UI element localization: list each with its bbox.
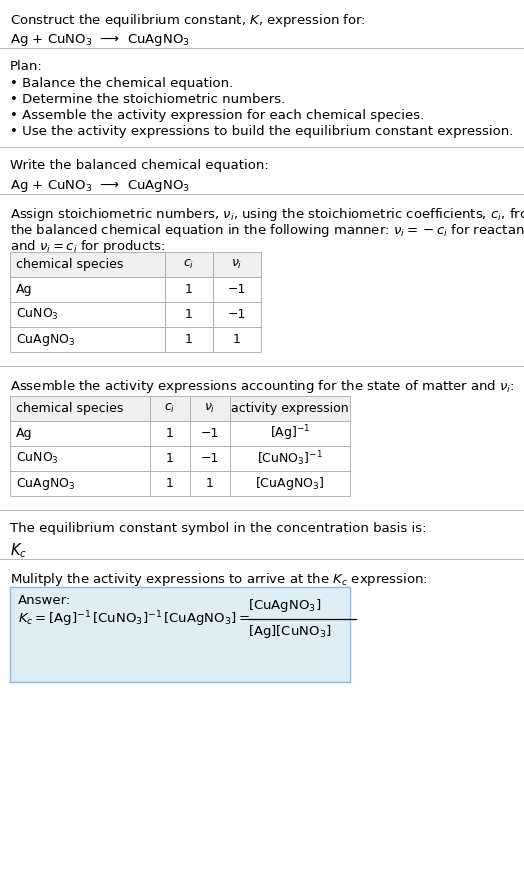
Bar — [165, 327, 213, 352]
Bar — [190, 471, 230, 496]
Text: $c_i$: $c_i$ — [165, 402, 176, 415]
Bar — [230, 446, 350, 471]
Text: CuNO$_3$: CuNO$_3$ — [16, 451, 59, 466]
Text: • Determine the stoichiometric numbers.: • Determine the stoichiometric numbers. — [10, 93, 285, 106]
Bar — [213, 302, 261, 327]
Text: Assign stoichiometric numbers, $\nu_i$, using the stoichiometric coefficients, $: Assign stoichiometric numbers, $\nu_i$, … — [10, 206, 524, 223]
Bar — [230, 421, 350, 446]
Text: $\nu_i$: $\nu_i$ — [204, 402, 216, 415]
Bar — [213, 252, 261, 277]
Text: $[\mathrm{Ag}][\mathrm{CuNO_3}]$: $[\mathrm{Ag}][\mathrm{CuNO_3}]$ — [248, 624, 332, 641]
Text: −1: −1 — [201, 452, 219, 465]
Text: • Assemble the activity expression for each chemical species.: • Assemble the activity expression for e… — [10, 109, 424, 122]
FancyBboxPatch shape — [10, 587, 350, 682]
Text: Ag + CuNO$_3$  ⟶  CuAgNO$_3$: Ag + CuNO$_3$ ⟶ CuAgNO$_3$ — [10, 32, 190, 48]
Text: and $\nu_i = c_i$ for products:: and $\nu_i = c_i$ for products: — [10, 238, 166, 255]
Text: $K_c = [\mathrm{Ag}]^{-1}\,[\mathrm{CuNO_3}]^{-1}\,[\mathrm{CuAgNO_3}] = $: $K_c = [\mathrm{Ag}]^{-1}\,[\mathrm{CuNO… — [18, 609, 250, 629]
Text: [Ag]$^{-1}$: [Ag]$^{-1}$ — [270, 424, 310, 443]
Text: −1: −1 — [228, 308, 246, 321]
Text: • Use the activity expressions to build the equilibrium constant expression.: • Use the activity expressions to build … — [10, 125, 514, 138]
Text: CuNO$_3$: CuNO$_3$ — [16, 307, 59, 322]
Bar — [230, 471, 350, 496]
Text: Write the balanced chemical equation:: Write the balanced chemical equation: — [10, 159, 269, 172]
Bar — [10, 302, 165, 327]
Text: −1: −1 — [201, 427, 219, 440]
Text: $c_i$: $c_i$ — [183, 258, 194, 271]
Bar — [10, 277, 165, 302]
Bar — [190, 396, 230, 421]
Text: Assemble the activity expressions accounting for the state of matter and $\nu_i$: Assemble the activity expressions accoun… — [10, 378, 515, 395]
Bar — [10, 252, 165, 277]
Text: Ag + CuNO$_3$  ⟶  CuAgNO$_3$: Ag + CuNO$_3$ ⟶ CuAgNO$_3$ — [10, 178, 190, 194]
Text: chemical species: chemical species — [16, 402, 123, 415]
Bar — [213, 277, 261, 302]
Text: 1: 1 — [185, 333, 193, 346]
Text: 1: 1 — [185, 283, 193, 296]
Text: [CuNO$_3$]$^{-1}$: [CuNO$_3$]$^{-1}$ — [257, 450, 323, 468]
Text: chemical species: chemical species — [16, 258, 123, 271]
Text: 1: 1 — [233, 333, 241, 346]
Text: 1: 1 — [166, 452, 174, 465]
Text: Construct the equilibrium constant, $K$, expression for:: Construct the equilibrium constant, $K$,… — [10, 12, 366, 29]
Bar — [10, 421, 150, 446]
Bar — [10, 446, 150, 471]
Text: −1: −1 — [228, 283, 246, 296]
Text: $K_c$: $K_c$ — [10, 541, 27, 559]
Text: 1: 1 — [206, 477, 214, 490]
Text: the balanced chemical equation in the following manner: $\nu_i = -c_i$ for react: the balanced chemical equation in the fo… — [10, 222, 524, 239]
Text: Ag: Ag — [16, 283, 32, 296]
Bar — [190, 446, 230, 471]
Bar — [150, 446, 190, 471]
Bar — [213, 327, 261, 352]
Bar — [150, 396, 190, 421]
Bar — [10, 471, 150, 496]
Text: $\nu_i$: $\nu_i$ — [231, 258, 243, 271]
Text: $[\mathrm{CuAgNO_3}]$: $[\mathrm{CuAgNO_3}]$ — [248, 597, 321, 614]
Text: • Balance the chemical equation.: • Balance the chemical equation. — [10, 77, 233, 90]
Bar — [165, 277, 213, 302]
Bar — [10, 327, 165, 352]
Bar — [150, 471, 190, 496]
Text: CuAgNO$_3$: CuAgNO$_3$ — [16, 332, 75, 348]
Text: [CuAgNO$_3$]: [CuAgNO$_3$] — [256, 475, 324, 492]
Bar — [150, 421, 190, 446]
Text: 1: 1 — [185, 308, 193, 321]
Text: Plan:: Plan: — [10, 60, 43, 73]
Text: 1: 1 — [166, 427, 174, 440]
Text: CuAgNO$_3$: CuAgNO$_3$ — [16, 475, 75, 491]
Text: Ag: Ag — [16, 427, 32, 440]
Text: The equilibrium constant symbol in the concentration basis is:: The equilibrium constant symbol in the c… — [10, 522, 427, 535]
Bar — [10, 396, 150, 421]
Bar — [230, 396, 350, 421]
Text: activity expression: activity expression — [231, 402, 349, 415]
Bar — [165, 252, 213, 277]
Bar — [165, 302, 213, 327]
Text: Mulitply the activity expressions to arrive at the $K_c$ expression:: Mulitply the activity expressions to arr… — [10, 571, 428, 588]
Bar — [190, 421, 230, 446]
Text: 1: 1 — [166, 477, 174, 490]
Text: Answer:: Answer: — [18, 594, 71, 607]
